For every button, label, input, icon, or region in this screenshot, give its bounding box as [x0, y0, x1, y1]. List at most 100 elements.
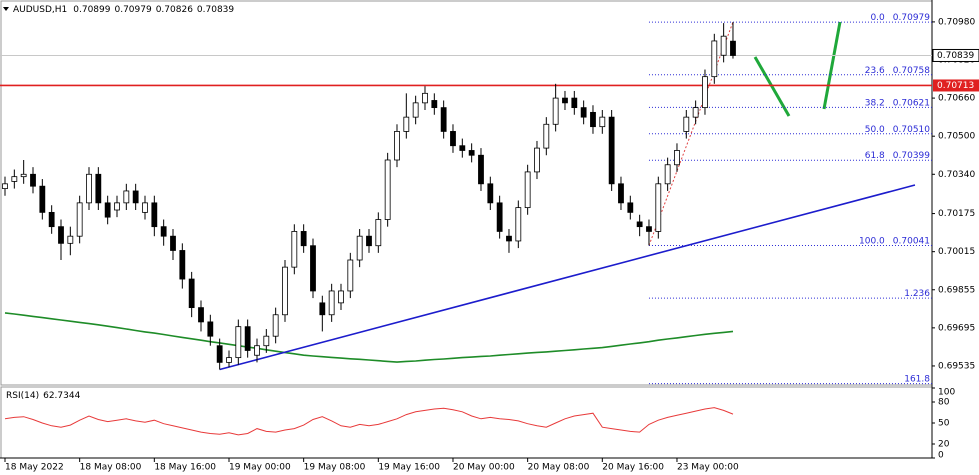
- ohlc-high: 0.70979: [114, 5, 151, 15]
- candle-body: [506, 235, 512, 242]
- fib-level: 0.0: [870, 13, 885, 23]
- rsi-tick-label: 20: [938, 440, 950, 450]
- candle-body: [627, 202, 634, 213]
- candle-body: [683, 116, 690, 132]
- fib-level-label: 1.236: [904, 289, 930, 299]
- candle-body: [468, 150, 475, 156]
- candle-body: [356, 235, 363, 261]
- fib-level: 50.0: [865, 124, 885, 134]
- candle-body: [39, 185, 46, 213]
- fib-level: 61.8: [865, 151, 885, 161]
- fib-level-label: 0.0 0.70979: [870, 13, 930, 23]
- rsi-line: [4, 407, 734, 436]
- candle-body: [375, 219, 382, 247]
- candle-body: [487, 183, 494, 204]
- x-tick-label: 18 May 16:00: [154, 463, 216, 473]
- candle-body: [114, 202, 120, 211]
- candle-body: [636, 221, 643, 228]
- candle-body: [2, 183, 8, 189]
- fib-level-label: 23.6 0.70758: [865, 65, 931, 75]
- candle-body: [328, 290, 335, 316]
- rsi-tick-label: 0: [938, 451, 944, 461]
- current-price-box: [932, 48, 979, 62]
- rsi-name: RSI(14): [6, 391, 39, 401]
- fib-level: 38.2: [865, 98, 885, 108]
- candle-body: [562, 97, 568, 104]
- candle-body: [151, 202, 158, 228]
- y-tick-label: 0.70175: [938, 209, 975, 219]
- candle-body: [599, 116, 606, 128]
- fib-level-label: 100.0 0.70041: [859, 236, 930, 246]
- candle-body: [422, 92, 428, 104]
- candle-body: [338, 290, 344, 304]
- x-tick-label: 20 May 00:00: [453, 463, 515, 473]
- fib-level: 1.236: [904, 289, 930, 299]
- y-tick-label: 0.70340: [938, 170, 975, 180]
- candle-body: [711, 40, 718, 78]
- rsi-value: 62.7344: [43, 391, 80, 401]
- candle-body: [730, 40, 736, 56]
- rsi-tick-label: 80: [938, 398, 950, 408]
- candle-body: [254, 345, 260, 356]
- candle-body: [235, 326, 242, 359]
- candle-body: [403, 116, 410, 132]
- candle-body: [702, 76, 708, 109]
- hline-box: [933, 79, 979, 92]
- fib-level: 100.0: [859, 236, 885, 246]
- candle-body: [48, 211, 55, 228]
- candle-body: [571, 97, 578, 109]
- fib-level: 161.8: [904, 374, 930, 384]
- menu-arrow: [3, 7, 9, 11]
- candle-body: [86, 173, 92, 204]
- candle-body: [646, 226, 652, 232]
- y-tick-label: 0.70660: [938, 94, 975, 104]
- candle-body: [347, 259, 354, 292]
- ohlc-close: 0.70839: [197, 5, 234, 15]
- chart-title: AUDUSD,H1 0.70899 0.70979 0.70826 0.70839: [13, 5, 234, 15]
- x-tick-label: 23 May 00:00: [677, 463, 739, 473]
- candle-body: [11, 176, 18, 182]
- candle-body: [515, 207, 522, 242]
- candle-body: [76, 202, 83, 237]
- candle-body: [440, 107, 447, 132]
- candle-body: [580, 107, 587, 118]
- candle-body: [226, 357, 232, 363]
- candle-body: [30, 173, 36, 187]
- rsi-title: RSI(14) 62.7344: [6, 391, 81, 401]
- rsi-frame: [0, 386, 933, 459]
- rsi-tick-label: 50: [938, 419, 950, 429]
- candle-body: [272, 314, 279, 337]
- candle-body: [132, 190, 139, 204]
- candle-body: [310, 245, 316, 292]
- y-tick-label: 0.69535: [938, 361, 975, 371]
- candle-body: [263, 335, 270, 347]
- ohlc-open: 0.70899: [73, 5, 110, 15]
- candle-body: [412, 102, 419, 118]
- candle-body: [160, 226, 167, 237]
- candle-body: [384, 159, 391, 220]
- candle-body: [534, 147, 540, 173]
- moving-average: [4, 312, 734, 363]
- candle-body: [608, 116, 615, 185]
- arrow-down: [753, 56, 791, 117]
- fib-level-label: 38.2 0.70621: [865, 98, 930, 108]
- candle-body: [207, 321, 214, 337]
- candle-body: [674, 150, 680, 166]
- y-tick-label: 0.70500: [938, 132, 975, 142]
- green-arrows: [753, 21, 842, 117]
- x-tick-label: 18 May 2022: [5, 463, 64, 473]
- x-tick-label: 20 May 16:00: [602, 463, 664, 473]
- hline-label: 0.70713: [937, 81, 974, 91]
- candle-body: [543, 123, 550, 149]
- rsi-tick-label: 100: [938, 388, 955, 398]
- candle-body: [496, 202, 503, 232]
- fib-level-label: 50.0 0.70510: [865, 124, 931, 134]
- candle-body: [450, 131, 456, 147]
- candle-body: [95, 173, 102, 204]
- candle-body: [142, 202, 148, 213]
- candle-body: [282, 266, 288, 316]
- fib-level-label: 61.8 0.70399: [865, 151, 931, 161]
- fib-price: 0.70621: [893, 98, 930, 108]
- x-tick-label: 19 May 16:00: [378, 463, 440, 473]
